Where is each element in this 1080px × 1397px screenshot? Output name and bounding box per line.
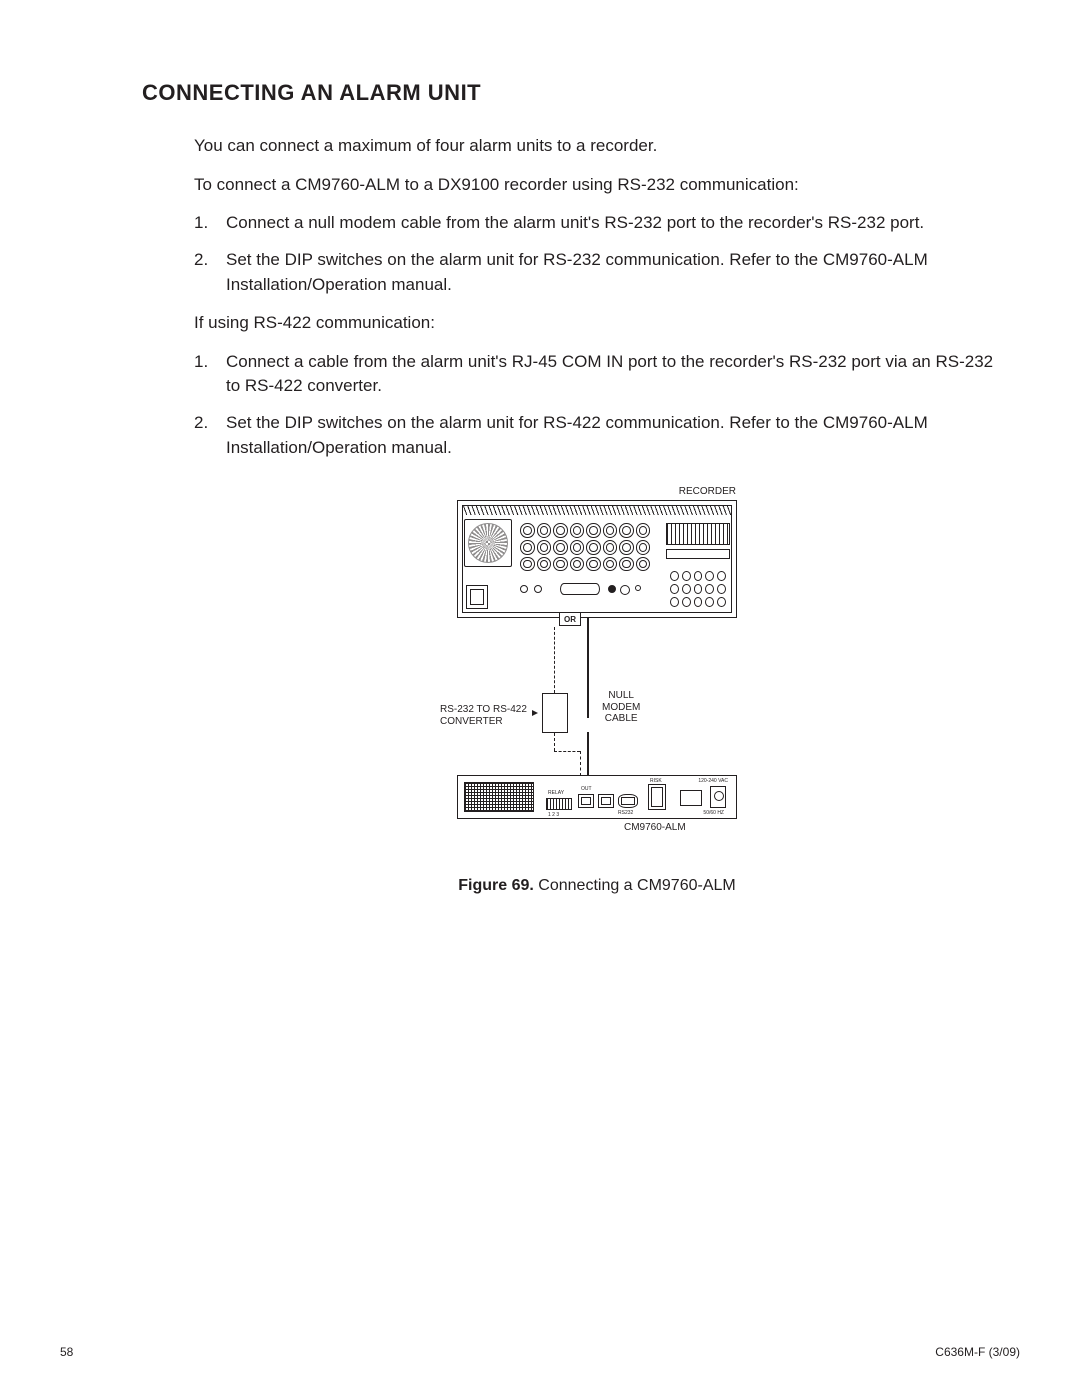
cm9760-alm-box: RELAY 1 2 3 OUT RS232 RISK 120-240 VAC 5… (457, 775, 737, 819)
recorder-box (457, 500, 737, 618)
ports-block (666, 523, 730, 545)
intro-para-2: To connect a CM9760-ALM to a DX9100 reco… (194, 173, 1000, 198)
cm9760-alm-label: CM9760-ALM (624, 822, 686, 834)
relay-block (546, 798, 572, 810)
power-inlet (710, 786, 726, 808)
doc-id: C636M-F (3/09) (935, 1345, 1020, 1359)
rs232-step-1: Connect a null modem cable from the alar… (194, 211, 1000, 236)
converter-box (542, 693, 568, 733)
rj45-port (598, 794, 614, 808)
out-port (578, 794, 594, 808)
body-content: You can connect a maximum of four alarm … (194, 134, 1000, 897)
or-badge: OR (559, 612, 581, 626)
caption-bold: Figure 69. (458, 877, 534, 894)
rs232-step-2: Set the DIP switches on the alarm unit f… (194, 248, 1000, 297)
rs422-steps: Connect a cable from the alarm unit's RJ… (194, 350, 1000, 461)
rs232-port (618, 794, 638, 808)
caption-text: Connecting a CM9760-ALM (534, 877, 736, 894)
bnc-grid (520, 523, 650, 571)
figure-diagram: RECORDER (432, 488, 762, 848)
rs232-steps: Connect a null modem cable from the alar… (194, 211, 1000, 297)
fan-icon (464, 519, 512, 567)
intro-para-3: If using RS-422 communication: (194, 311, 1000, 336)
dsub-port (560, 583, 600, 595)
intro-para-1: You can connect a maximum of four alarm … (194, 134, 1000, 159)
section-heading: CONNECTING AN ALARM UNIT (142, 80, 1020, 106)
recorder-label: RECORDER (679, 486, 736, 498)
converter-label: RS-232 TO RS-422 CONVERTER (440, 704, 527, 727)
figure-69: RECORDER (194, 488, 1000, 897)
page-number: 58 (60, 1345, 73, 1359)
rs422-step-2: Set the DIP switches on the alarm unit f… (194, 411, 1000, 460)
figure-caption: Figure 69. Connecting a CM9760-ALM (194, 874, 1000, 897)
rs422-step-1: Connect a cable from the alarm unit's RJ… (194, 350, 1000, 399)
bottom-ports (520, 579, 650, 609)
dip-switches (464, 782, 534, 812)
audio-grid (670, 571, 726, 607)
cable-label: NULL MODEM CABLE (602, 690, 640, 725)
fuse-block (680, 790, 702, 806)
arrow-icon (532, 710, 538, 716)
